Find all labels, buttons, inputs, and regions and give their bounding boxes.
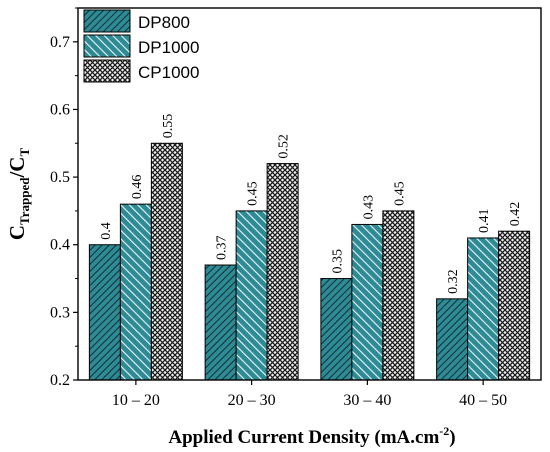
bar-dp800-4	[436, 298, 469, 381]
legend-swatch-dp800	[83, 9, 131, 33]
x-axis-title-close: )	[449, 427, 455, 448]
y-axis-title-sub2: T	[17, 148, 32, 157]
value-label-dp1000-4: 0.41	[477, 208, 492, 233]
legend-label-cp1000: CP1000	[138, 63, 199, 82]
value-label-dp800-4: 0.32	[446, 269, 461, 294]
bar-dp1000-2	[235, 210, 268, 381]
value-label-dp1000-3: 0.43	[361, 195, 376, 220]
x-axis-title: Applied Current Density (mA.cm-2)	[168, 424, 455, 448]
bar-dp800-2	[204, 264, 237, 381]
value-label-dp800-3: 0.35	[330, 249, 345, 274]
y-axis-title: CTrapped/CT	[5, 148, 32, 241]
bar-cp1000-4	[498, 230, 531, 381]
x-tick-label-1: 10 – 20	[112, 392, 160, 409]
value-labels-layer: 0.4 0.46 0.55 0.37 0.45 0.52 0.35 0.43 0.45 0.32 0…	[99, 114, 523, 294]
bar-cp1000-3	[382, 210, 415, 381]
legend-label-dp1000: DP1000	[138, 38, 199, 57]
value-label-dp800-1: 0.4	[99, 222, 114, 240]
x-tick-label-3: 30 – 40	[343, 392, 391, 409]
bars-layer	[88, 142, 531, 381]
x-axis: 10 – 20 20 – 30 30 – 40 40 – 50	[112, 380, 507, 409]
y-tick-label-4: 0.5	[50, 169, 70, 186]
bar-dp1000-4	[467, 237, 500, 381]
y-axis: 0.2 0.3 0.4 0.5 0.6 0.7	[50, 7, 78, 389]
bar-dp800-1	[88, 244, 121, 381]
value-label-dp800-2: 0.37	[215, 236, 230, 261]
legend: DP800 DP1000 CP1000	[83, 9, 199, 83]
value-label-dp1000-2: 0.45	[246, 181, 261, 206]
x-axis-title-sup: -2	[439, 424, 449, 438]
bar-cp1000-1	[150, 142, 183, 381]
value-label-cp1000-2: 0.52	[277, 134, 292, 159]
y-tick-label-6: 0.7	[50, 34, 70, 51]
y-tick-label-3: 0.4	[50, 237, 70, 254]
x-tick-label-4: 40 – 50	[459, 392, 507, 409]
legend-swatch-cp1000	[83, 59, 131, 83]
y-axis-title-slash: /C	[5, 157, 29, 179]
bar-dp1000-3	[351, 223, 384, 381]
y-axis-title-c: C	[5, 225, 29, 240]
bar-cp1000-2	[266, 163, 299, 381]
legend-swatch-dp1000	[83, 34, 131, 58]
bar-dp800-3	[320, 278, 353, 381]
y-tick-label-2: 0.3	[50, 304, 70, 321]
x-tick-label-2: 20 – 30	[228, 392, 276, 409]
y-axis-title-sub1: Trapped	[17, 177, 32, 225]
value-label-cp1000-4: 0.42	[508, 202, 523, 227]
value-label-cp1000-3: 0.45	[392, 181, 407, 206]
y-tick-label-1: 0.2	[50, 372, 70, 389]
value-label-dp1000-1: 0.46	[130, 175, 145, 200]
bar-dp1000-1	[119, 203, 152, 381]
value-label-cp1000-1: 0.55	[161, 114, 176, 139]
legend-label-dp800: DP800	[138, 13, 190, 32]
x-axis-title-main: Applied Current Density (mA.cm	[168, 427, 439, 448]
plot-frame	[77, 7, 542, 381]
y-tick-label-5: 0.6	[50, 101, 70, 118]
